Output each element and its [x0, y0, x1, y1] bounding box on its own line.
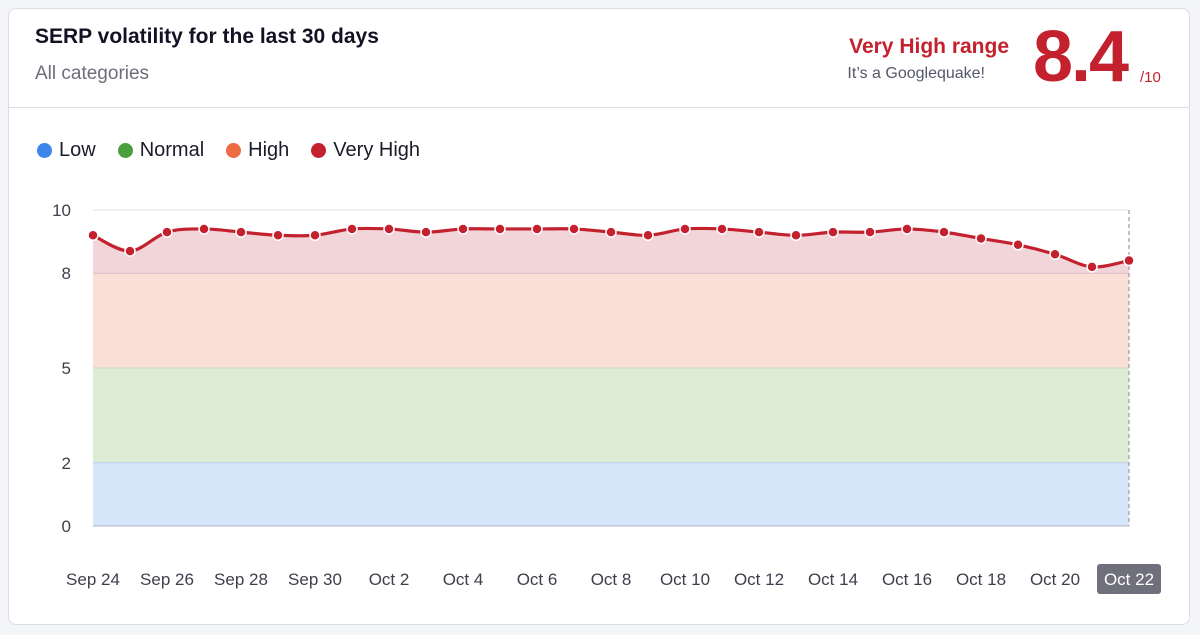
data-point	[642, 229, 654, 242]
legend-dot-high	[226, 143, 242, 158]
score-max: /10	[1140, 69, 1161, 86]
data-point	[235, 226, 247, 238]
volatility-chart: 0 2 5 8 10 Sep 24 Sep 26 Sep 28 Sep 30 Oct 2 Oct 4…	[52, 201, 1161, 594]
data-point	[753, 226, 765, 238]
data-point	[605, 226, 617, 238]
data-point	[975, 232, 987, 245]
range-label: Very High range	[849, 35, 1009, 58]
data-point	[87, 229, 99, 242]
band-high	[93, 273, 1129, 368]
x-tick-label: Sep 24	[66, 570, 120, 589]
x-tick-label: Oct 10	[660, 570, 710, 589]
legend-dot-normal	[117, 143, 133, 158]
legend-dot-very-high	[311, 143, 327, 158]
band-low	[93, 462, 1129, 526]
data-point	[1049, 248, 1061, 260]
y-tick-label: 2	[62, 454, 71, 473]
data-point	[124, 245, 136, 257]
data-point	[864, 226, 876, 238]
legend-item-normal[interactable]: Normal	[117, 139, 205, 162]
legend-label-normal: Normal	[139, 139, 205, 161]
data-point	[198, 223, 210, 235]
x-tick-label: Oct 2	[369, 570, 410, 589]
x-tick-label: Oct 6	[517, 570, 558, 589]
data-point	[568, 223, 580, 235]
x-tick-label: Sep 30	[288, 570, 342, 589]
data-point	[420, 226, 432, 238]
legend-dot-low	[37, 143, 52, 158]
y-tick-label: 0	[62, 517, 71, 536]
data-point	[161, 226, 173, 238]
data-point	[1012, 239, 1024, 251]
data-point	[790, 229, 802, 242]
data-point	[383, 223, 395, 235]
data-point	[679, 223, 691, 235]
x-tick-label: Oct 14	[808, 570, 858, 589]
x-tick-label-highlighted: Oct 22	[1104, 570, 1154, 589]
legend-label-high: High	[248, 139, 290, 161]
band-normal	[93, 368, 1129, 463]
card-title: SERP volatility for the last 30 days	[35, 25, 379, 48]
data-point	[346, 223, 358, 235]
legend-label-low: Low	[59, 139, 96, 161]
x-tick-label: Sep 26	[140, 570, 194, 589]
card-header: SERP volatility for the last 30 days All…	[9, 9, 1189, 108]
x-tick-label: Oct 8	[591, 570, 632, 589]
x-tick-label: Sep 28	[214, 570, 268, 589]
x-tick-label: Oct 16	[882, 570, 932, 589]
data-point	[827, 226, 839, 238]
x-tick-label: Oct 20	[1030, 570, 1080, 589]
data-point	[1086, 261, 1098, 273]
data-point	[901, 223, 913, 235]
data-point	[1123, 254, 1135, 267]
legend-item-high[interactable]: High	[226, 139, 289, 162]
data-point	[494, 223, 506, 235]
band-very-high	[93, 228, 1129, 274]
range-description: It’s a Googlequake!	[847, 65, 985, 82]
x-tick-label: Oct 18	[956, 570, 1006, 589]
x-tick-label: Oct 12	[734, 570, 784, 589]
y-tick-label: 5	[62, 359, 71, 378]
chart-legend: Low Normal High Very High	[37, 139, 420, 162]
data-point	[309, 229, 321, 242]
data-point	[531, 223, 543, 235]
y-tick-label: 10	[52, 201, 71, 220]
x-tick-label: Oct 4	[443, 570, 484, 589]
volatility-card: SERP volatility for the last 30 days All…	[8, 8, 1190, 625]
y-tick-label: 8	[62, 264, 71, 283]
data-point	[938, 226, 950, 238]
legend-item-very-high[interactable]: Very High	[311, 139, 420, 162]
highlighted-date-pill	[1097, 564, 1161, 594]
volatility-score: 8.4	[1033, 17, 1129, 97]
category-subtitle: All categories	[35, 63, 150, 84]
data-point	[457, 223, 469, 235]
data-point	[716, 223, 728, 235]
legend-item-low[interactable]: Low	[37, 139, 96, 162]
data-point	[272, 229, 284, 242]
legend-label-very-high: Very High	[333, 139, 421, 161]
